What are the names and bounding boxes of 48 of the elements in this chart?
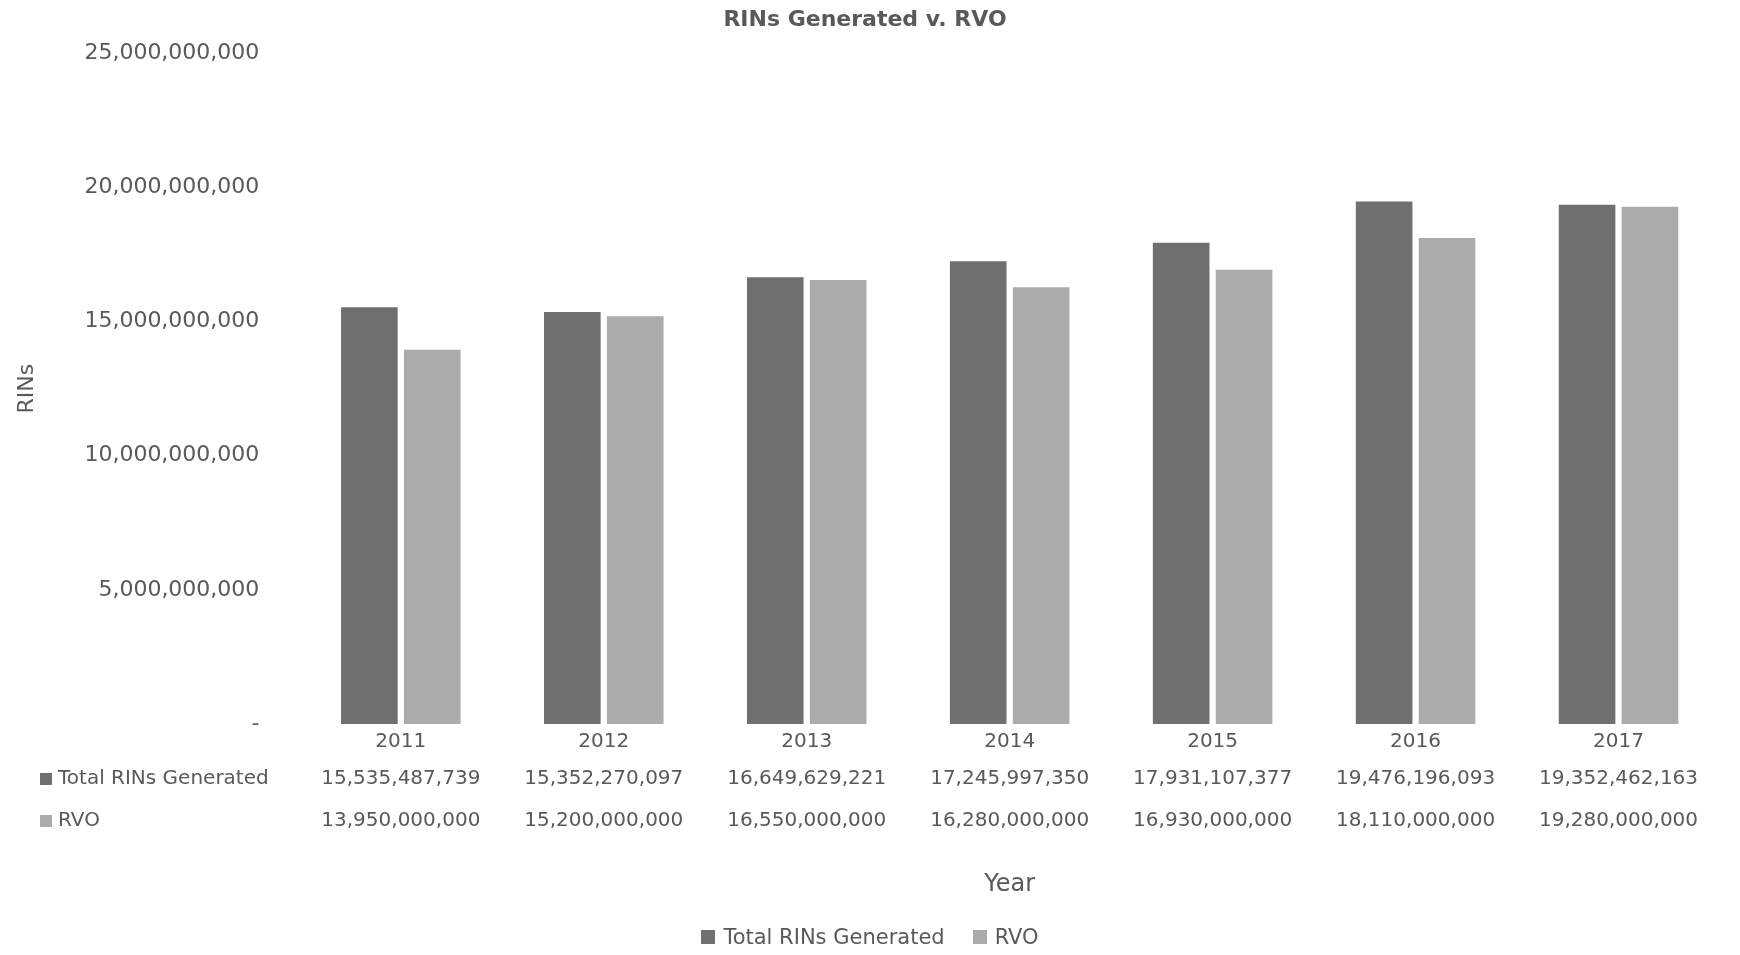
y-tick-label: - — [251, 709, 260, 735]
bar — [746, 277, 804, 724]
bar — [544, 312, 601, 724]
data-label: 18,110,000,000 — [1336, 807, 1496, 832]
data-label: 15,352,270,097 — [524, 765, 684, 790]
x-tick-label: 2013 — [781, 728, 833, 753]
bar — [1558, 204, 1616, 724]
x-tick-label: 2017 — [1593, 728, 1644, 753]
chart-title: RINs Generated v. RVO — [723, 5, 1007, 31]
data-label: 19,280,000,000 — [1539, 807, 1699, 832]
x-tick-label: 2014 — [984, 728, 1036, 753]
data-label: 15,535,487,739 — [321, 765, 481, 790]
legend-label: RVO — [994, 925, 1039, 949]
bar — [403, 349, 461, 724]
data-label: 17,931,107,377 — [1133, 765, 1293, 790]
x-tick-label: 2012 — [578, 728, 630, 753]
data-label: 16,550,000,000 — [727, 807, 887, 832]
bar — [341, 307, 398, 724]
y-tick-label: 20,000,000,000 — [84, 173, 260, 199]
bar — [1215, 269, 1273, 724]
y-axis-title: RINs — [12, 363, 38, 414]
data-label: 19,352,462,163 — [1539, 765, 1699, 790]
bar — [949, 261, 1007, 724]
data-label: 16,649,629,221 — [727, 765, 887, 790]
y-tick-label: 10,000,000,000 — [84, 441, 260, 467]
bar — [1355, 201, 1413, 724]
text: Total RINs Generated — [723, 925, 945, 949]
x-tick-label: 2011 — [375, 728, 427, 753]
bar — [1621, 206, 1679, 724]
y-tick-label: 15,000,000,000 — [84, 307, 260, 333]
bar — [1012, 287, 1070, 724]
data-label: 17,245,997,350 — [930, 765, 1090, 790]
data-label: 16,280,000,000 — [930, 807, 1090, 832]
y-tick-label: 25,000,000,000 — [84, 38, 260, 64]
x-tick-label: 2016 — [1390, 728, 1442, 753]
text: Year — [983, 869, 1036, 898]
data-label: 15,200,000,000 — [524, 807, 684, 832]
bar — [1418, 238, 1476, 724]
text: RVO — [58, 807, 100, 832]
data-label: 13,950,000,000 — [321, 807, 481, 832]
data-label: 19,476,196,093 — [1336, 765, 1496, 790]
y-tick-label: 5,000,000,000 — [98, 575, 260, 601]
data-label: 16,930,000,000 — [1133, 807, 1293, 832]
bar — [1152, 242, 1210, 724]
legend-label: Total RINs Generated — [57, 765, 269, 790]
x-tick-label: 2015 — [1187, 728, 1239, 753]
bar — [606, 316, 664, 724]
bar — [809, 279, 867, 724]
